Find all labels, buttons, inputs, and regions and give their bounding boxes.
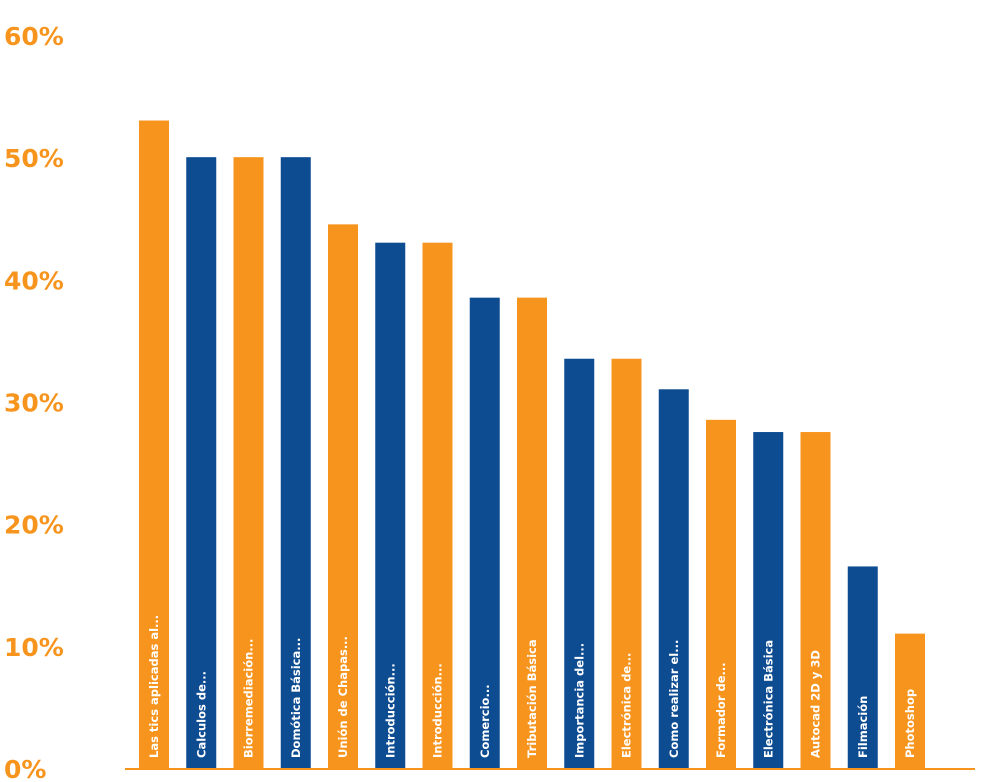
bar bbox=[233, 157, 264, 768]
bar bbox=[706, 419, 736, 768]
bar-label: Como realizar el... bbox=[667, 640, 681, 758]
bar-label: Las tics aplicadas al... bbox=[147, 615, 161, 758]
bar bbox=[800, 432, 831, 768]
bar bbox=[186, 157, 217, 768]
bar bbox=[847, 566, 878, 768]
y-tick-label: 0% bbox=[4, 755, 46, 782]
y-tick-label: 40% bbox=[4, 266, 64, 295]
bar-label: Filmación bbox=[856, 696, 870, 758]
bar-label: Electrónica Básica bbox=[761, 640, 775, 758]
bar-label: Photoshop bbox=[903, 689, 917, 758]
bar-label: Comercio... bbox=[478, 684, 492, 758]
y-tick-label: 20% bbox=[4, 511, 64, 540]
bar bbox=[895, 633, 925, 768]
bars: Las tics aplicadas al... Calculos de... Bi… bbox=[139, 120, 925, 769]
bar-label: Calculos de... bbox=[194, 671, 208, 758]
y-tick-label: 10% bbox=[4, 633, 64, 662]
bar bbox=[564, 358, 595, 768]
bar bbox=[658, 389, 689, 768]
bar-label: Introducción... bbox=[431, 663, 445, 758]
bar bbox=[375, 242, 406, 768]
bar-label: Biorremediación... bbox=[242, 639, 256, 758]
bar bbox=[517, 297, 547, 768]
bar bbox=[422, 242, 453, 768]
bar-label: Autocad 2D y 3D bbox=[809, 650, 823, 758]
bar bbox=[469, 297, 500, 768]
bar bbox=[611, 358, 642, 768]
bar-label: Importancia del... bbox=[572, 643, 586, 758]
bar bbox=[139, 120, 169, 769]
bar-label: Unión de Chapas... bbox=[336, 636, 350, 758]
bar bbox=[753, 432, 784, 768]
y-axis: 0% 10% 20% 30% 40% 50% 60% bbox=[4, 22, 64, 782]
bar-label: Electrónica de... bbox=[620, 653, 634, 758]
y-tick-label: 50% bbox=[4, 144, 64, 173]
y-tick-label: 60% bbox=[4, 22, 64, 51]
bar bbox=[328, 224, 358, 768]
y-tick-label: 30% bbox=[4, 389, 64, 418]
bar-label: Formador de... bbox=[714, 662, 728, 758]
bar bbox=[280, 157, 311, 768]
bar-label: Domótica Básica... bbox=[289, 638, 303, 758]
bar-label: Introducción... bbox=[383, 663, 397, 758]
bar-label: Tributación Básica bbox=[525, 639, 539, 758]
